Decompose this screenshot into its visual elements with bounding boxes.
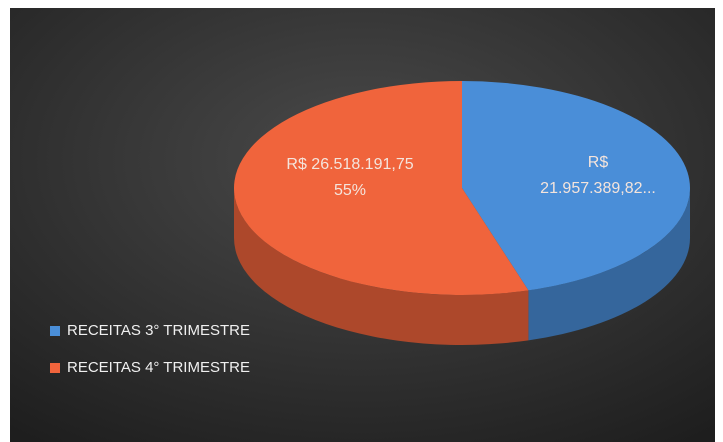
data-label: R$ 21.957.389,82... — [533, 150, 663, 202]
slice-side — [528, 188, 690, 341]
value-label: R$ 26.518.191,75 — [286, 156, 414, 173]
data-label: R$ 26.518.191,75 55% — [260, 152, 440, 204]
percent-label: 55% — [333, 182, 367, 199]
legend-label: RECEITAS 3° TRIMESTRE — [67, 322, 250, 339]
legend-swatch — [50, 326, 60, 336]
slice-side — [234, 188, 529, 345]
slice — [462, 81, 691, 291]
legend-swatch — [50, 363, 60, 373]
slice — [234, 81, 529, 295]
legend-label: RECEITAS 4° TRIMESTRE — [67, 359, 250, 376]
value-label: R$ 21.957.389,82... — [540, 154, 656, 197]
